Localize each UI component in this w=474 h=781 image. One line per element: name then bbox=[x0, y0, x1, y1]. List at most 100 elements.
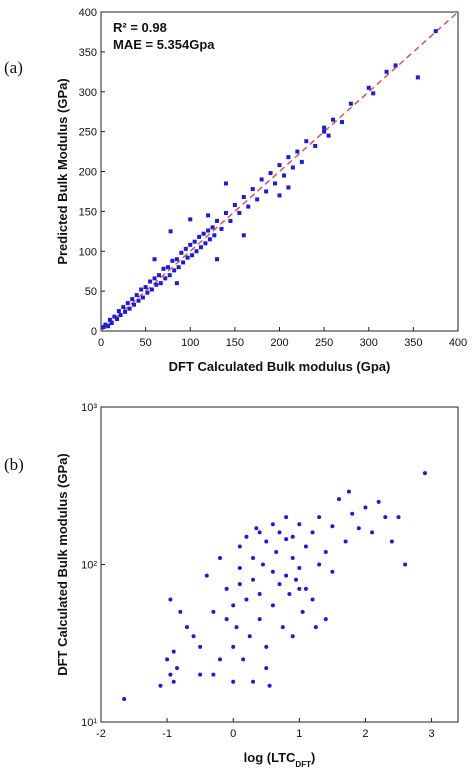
point bbox=[165, 265, 170, 270]
y-tick-label: 50 bbox=[85, 286, 97, 298]
point bbox=[300, 609, 305, 614]
y-tick-label: 300 bbox=[79, 87, 97, 99]
point bbox=[219, 226, 224, 231]
point bbox=[168, 597, 173, 602]
point bbox=[415, 75, 420, 80]
point bbox=[185, 255, 190, 260]
y-tick-label: 10² bbox=[81, 560, 97, 572]
point bbox=[198, 672, 203, 677]
point bbox=[246, 204, 251, 209]
point bbox=[389, 539, 394, 544]
point bbox=[297, 522, 302, 527]
point bbox=[121, 305, 126, 310]
point bbox=[234, 625, 239, 630]
point bbox=[175, 666, 180, 671]
point bbox=[277, 582, 282, 587]
point bbox=[268, 171, 273, 176]
point bbox=[112, 314, 117, 319]
point bbox=[201, 231, 206, 236]
point bbox=[247, 634, 252, 639]
point bbox=[228, 218, 233, 223]
point bbox=[244, 534, 249, 539]
x-tick-label: 3 bbox=[428, 728, 434, 740]
point bbox=[237, 210, 242, 215]
point bbox=[223, 210, 228, 215]
point bbox=[310, 597, 315, 602]
point bbox=[323, 617, 328, 622]
point bbox=[322, 129, 327, 134]
point bbox=[149, 287, 154, 292]
point bbox=[215, 218, 220, 223]
point bbox=[290, 165, 295, 170]
point bbox=[168, 229, 173, 234]
point bbox=[136, 298, 141, 303]
point bbox=[274, 550, 279, 555]
panel-label: (b) bbox=[4, 455, 24, 474]
point bbox=[290, 534, 295, 539]
point bbox=[257, 530, 262, 535]
point bbox=[267, 683, 272, 688]
point bbox=[277, 193, 282, 198]
point bbox=[115, 317, 120, 322]
point bbox=[143, 285, 148, 290]
point bbox=[106, 324, 111, 329]
point bbox=[206, 213, 211, 218]
annotation: MAE = 5.354Gpa bbox=[113, 37, 215, 52]
point bbox=[231, 603, 236, 608]
point bbox=[277, 163, 282, 168]
point bbox=[183, 246, 188, 251]
point bbox=[130, 297, 135, 302]
point bbox=[294, 577, 299, 582]
point bbox=[339, 120, 344, 125]
point bbox=[317, 515, 322, 520]
point bbox=[356, 526, 361, 531]
point bbox=[107, 317, 112, 322]
point bbox=[304, 139, 309, 144]
x-tick-label: 150 bbox=[226, 337, 244, 349]
point bbox=[224, 617, 229, 622]
y-tick-label: 400 bbox=[79, 7, 97, 19]
point bbox=[188, 242, 193, 247]
point bbox=[330, 524, 335, 529]
point bbox=[297, 586, 302, 591]
y-tick-label: 250 bbox=[79, 127, 97, 139]
point bbox=[303, 544, 308, 549]
x-tick-label: -2 bbox=[96, 728, 106, 740]
point bbox=[163, 276, 168, 281]
point bbox=[218, 555, 222, 560]
point bbox=[158, 683, 163, 688]
y-tick-label: 10³ bbox=[81, 402, 97, 414]
point bbox=[343, 539, 348, 544]
point bbox=[284, 573, 289, 578]
point bbox=[188, 217, 193, 222]
x-axis-label-part: ) bbox=[311, 750, 315, 765]
point bbox=[179, 250, 184, 255]
point bbox=[139, 287, 144, 292]
point bbox=[181, 260, 186, 265]
point bbox=[232, 202, 237, 207]
point bbox=[211, 609, 216, 614]
y-axis-label: Predicted Bulk Modulus (GPa) bbox=[55, 78, 70, 264]
point bbox=[310, 530, 315, 535]
point bbox=[330, 569, 335, 574]
point bbox=[254, 526, 259, 531]
y-tick-label: 200 bbox=[79, 167, 97, 179]
panel-label: (a) bbox=[4, 58, 23, 77]
point bbox=[376, 499, 381, 504]
point bbox=[190, 253, 195, 258]
point bbox=[211, 672, 216, 677]
point bbox=[370, 530, 375, 535]
point bbox=[132, 302, 137, 307]
y-tick-label: 100 bbox=[79, 246, 97, 258]
x-tick-label: 1 bbox=[296, 728, 302, 740]
x-tick-label: 250 bbox=[315, 337, 333, 349]
point bbox=[277, 530, 282, 535]
point bbox=[287, 591, 292, 596]
point bbox=[123, 309, 128, 314]
point bbox=[184, 625, 189, 630]
point bbox=[313, 625, 318, 630]
point bbox=[250, 187, 255, 192]
point bbox=[167, 273, 172, 278]
point bbox=[101, 325, 106, 330]
x-axis-label-part: log (LTC bbox=[244, 750, 296, 765]
